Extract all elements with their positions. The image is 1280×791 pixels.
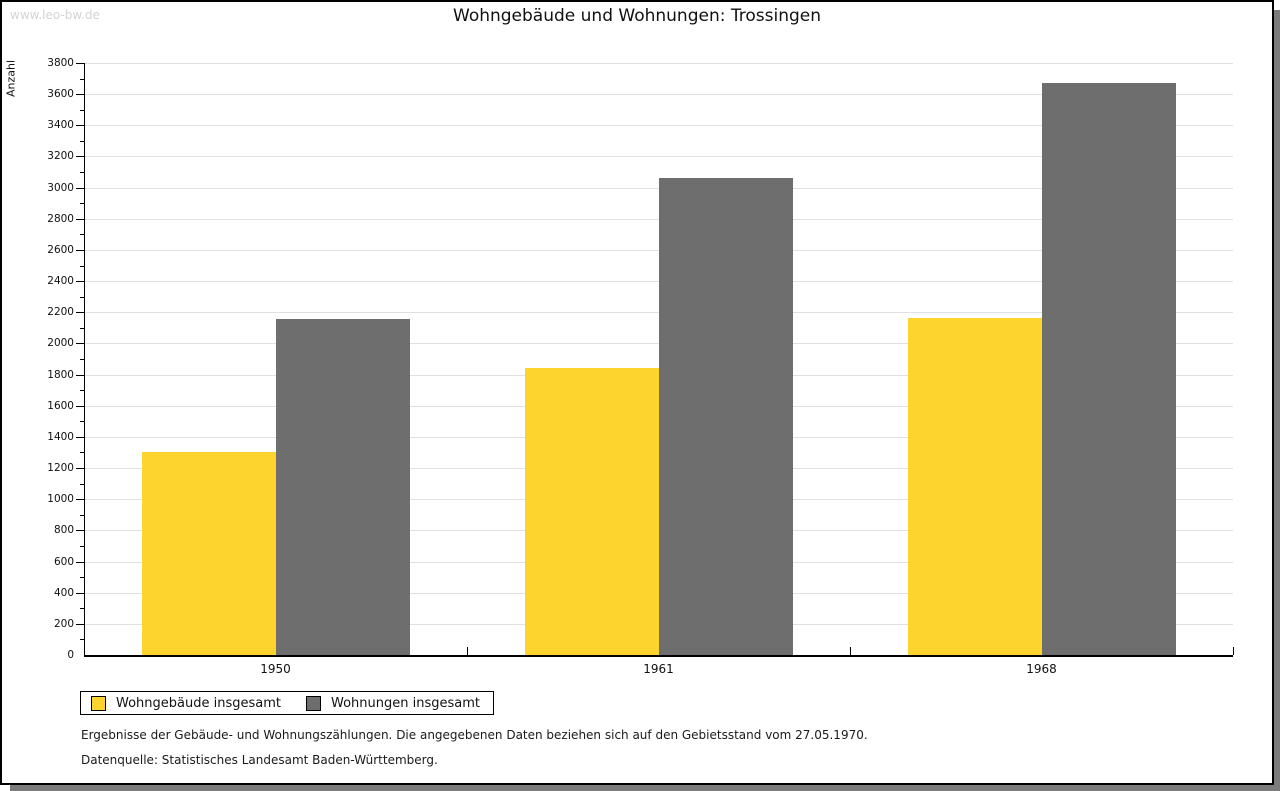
x-tick xyxy=(467,647,468,655)
y-tick-minor xyxy=(80,545,84,547)
legend-swatch-wohnungen-insgesamt xyxy=(306,695,321,711)
y-tick-minor xyxy=(80,608,84,610)
y-tick-label: 1800 xyxy=(47,368,74,381)
y-tick-major xyxy=(76,156,84,158)
footnote-line-1: Ergebnisse der Gebäude- und Wohnungszähl… xyxy=(81,728,868,742)
y-tick-label: 2200 xyxy=(47,306,74,319)
x-axis xyxy=(84,655,1233,657)
legend-swatch-wohngeb-ude-insgesamt xyxy=(91,695,106,711)
y-tick-minor xyxy=(80,327,84,329)
y-tick-major xyxy=(76,249,84,251)
y-tick-major xyxy=(76,468,84,470)
y-tick-label: 2000 xyxy=(47,337,74,350)
y-tick-minor xyxy=(80,483,84,485)
legend: Wohngebäude insgesamt Wohnungen insgesamt xyxy=(80,691,494,715)
y-tick-label: 3000 xyxy=(47,181,74,194)
gridline xyxy=(84,125,1233,127)
y-tick-major xyxy=(76,281,84,283)
footnote-line-2: Datenquelle: Statistisches Landesamt Bad… xyxy=(81,753,438,767)
x-tick xyxy=(850,647,851,655)
y-tick-label: 3400 xyxy=(47,119,74,132)
y-tick-major xyxy=(76,592,84,594)
bar-wohnungen-insgesamt-1968 xyxy=(1041,83,1176,655)
plot-area: 200 400 600 800 1000 1200 1400 1600 1800 2000 2200… xyxy=(2,2,1272,783)
bar-wohngeb-ude-insgesamt-1961 xyxy=(524,367,659,655)
legend-item-wohngeb-ude-insgesamt: Wohngebäude insgesamt xyxy=(91,695,281,711)
gridline xyxy=(84,156,1233,158)
y-tick-minor xyxy=(80,234,84,236)
x-category-label: 1961 xyxy=(643,662,674,676)
y-tick-label: 800 xyxy=(53,524,74,537)
chart-title: Wohngebäude und Wohnungen: Trossingen xyxy=(453,6,821,26)
y-tick-major xyxy=(76,499,84,501)
y-tick-minor xyxy=(80,452,84,454)
y-tick-major xyxy=(76,623,84,625)
y-tick-label: 1200 xyxy=(47,462,74,475)
y-tick-label: 400 xyxy=(53,586,74,599)
bar-wohnungen-insgesamt-1961 xyxy=(658,177,793,655)
y-tick-minor xyxy=(80,172,84,174)
legend-label: Wohnungen insgesamt xyxy=(331,695,480,711)
y-tick-major xyxy=(76,374,84,376)
y-tick-label: 1600 xyxy=(47,399,74,412)
y-tick-major xyxy=(76,561,84,563)
y-tick-major xyxy=(76,218,84,220)
bar-wohngeb-ude-insgesamt-1968 xyxy=(907,317,1042,655)
y-tick-major xyxy=(76,125,84,127)
y-tick-major xyxy=(76,187,84,189)
y-tick-label: 3200 xyxy=(47,150,74,163)
y-tick-minor xyxy=(80,296,84,298)
y-tick-label: 600 xyxy=(53,555,74,568)
y-axis xyxy=(84,63,85,655)
y-tick-minor xyxy=(80,421,84,423)
x-category-label: 1950 xyxy=(260,662,291,676)
y-tick-major xyxy=(76,312,84,314)
gridline xyxy=(84,94,1233,96)
y-tick-minor xyxy=(80,390,84,392)
y-tick-label: 1000 xyxy=(47,493,74,506)
y-tick-label: 2400 xyxy=(47,275,74,288)
y-tick-major xyxy=(76,436,84,438)
x-category-label: 1968 xyxy=(1026,662,1057,676)
y-tick-minor xyxy=(80,514,84,516)
y-tick-label: 3800 xyxy=(47,57,74,69)
y-tick-minor xyxy=(80,639,84,641)
y-tick-label: 3600 xyxy=(47,88,74,101)
y-tick-label: 0 xyxy=(67,649,74,661)
y-tick-minor xyxy=(80,359,84,360)
y-tick-major xyxy=(76,63,84,64)
legend-label: Wohngebäude insgesamt xyxy=(116,695,281,711)
y-tick-major xyxy=(76,530,84,532)
y-tick-minor xyxy=(80,203,84,205)
y-tick-label: 2600 xyxy=(47,243,74,256)
y-tick-minor xyxy=(80,265,84,267)
gridline xyxy=(84,63,1233,64)
y-tick-minor xyxy=(80,140,84,142)
y-tick-label: 2800 xyxy=(47,212,74,225)
bar-wohnungen-insgesamt-1950 xyxy=(275,319,410,655)
y-tick-minor xyxy=(80,78,84,80)
y-tick-label: 200 xyxy=(53,617,74,630)
y-tick-minor xyxy=(80,577,84,579)
legend-item-wohnungen-insgesamt: Wohnungen insgesamt xyxy=(306,695,480,711)
y-tick-major xyxy=(76,405,84,407)
watermark: www.leo-bw.de xyxy=(10,8,100,22)
y-tick-major xyxy=(76,343,84,345)
y-tick-label: 1400 xyxy=(47,430,74,443)
x-tick xyxy=(1233,647,1234,655)
y-tick-minor xyxy=(80,109,84,111)
bar-wohngeb-ude-insgesamt-1950 xyxy=(141,452,276,655)
y-tick-major xyxy=(76,94,84,96)
